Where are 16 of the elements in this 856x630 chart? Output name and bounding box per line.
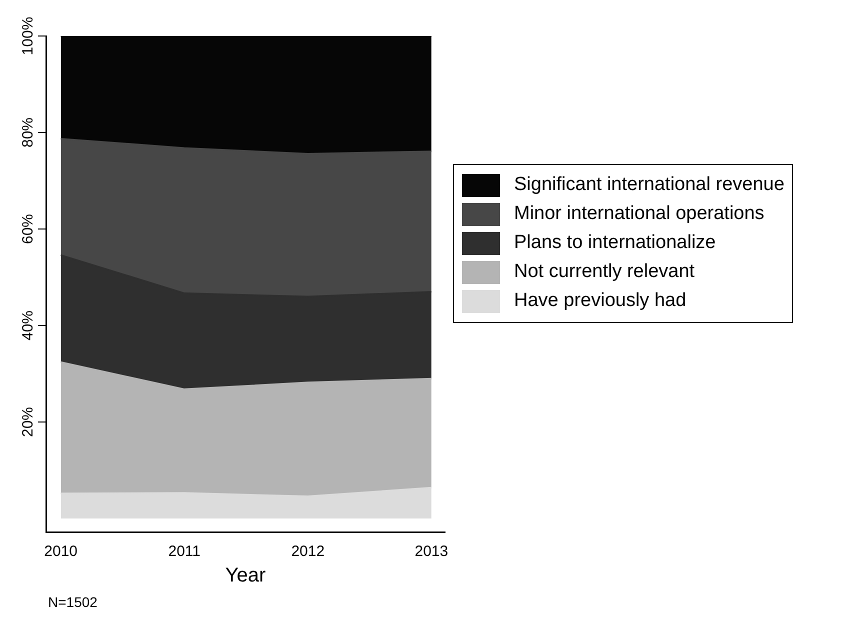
legend-label: Significant international revenue xyxy=(514,174,784,196)
y-tick-label: 40% xyxy=(20,310,37,341)
x-tick-label: 2010 xyxy=(44,543,78,560)
x-tick-label: 2011 xyxy=(168,543,200,560)
legend-label: Plans to internationalize xyxy=(514,232,716,254)
y-tick-label: 100% xyxy=(20,16,37,56)
text: N=1502 xyxy=(48,594,98,610)
y-tick-label: 60% xyxy=(20,214,37,244)
legend-label: Not currently relevant xyxy=(514,261,695,283)
x-tick-label: 2012 xyxy=(291,543,325,560)
y-tick-label: 20% xyxy=(20,406,37,438)
legend-label: Minor international operations xyxy=(514,203,764,225)
legend-label: Have previously had xyxy=(514,290,686,312)
y-tick-label: 80% xyxy=(20,117,37,148)
x-tick-label: 2013 xyxy=(414,543,448,560)
x-axis-title: Year xyxy=(225,564,266,587)
